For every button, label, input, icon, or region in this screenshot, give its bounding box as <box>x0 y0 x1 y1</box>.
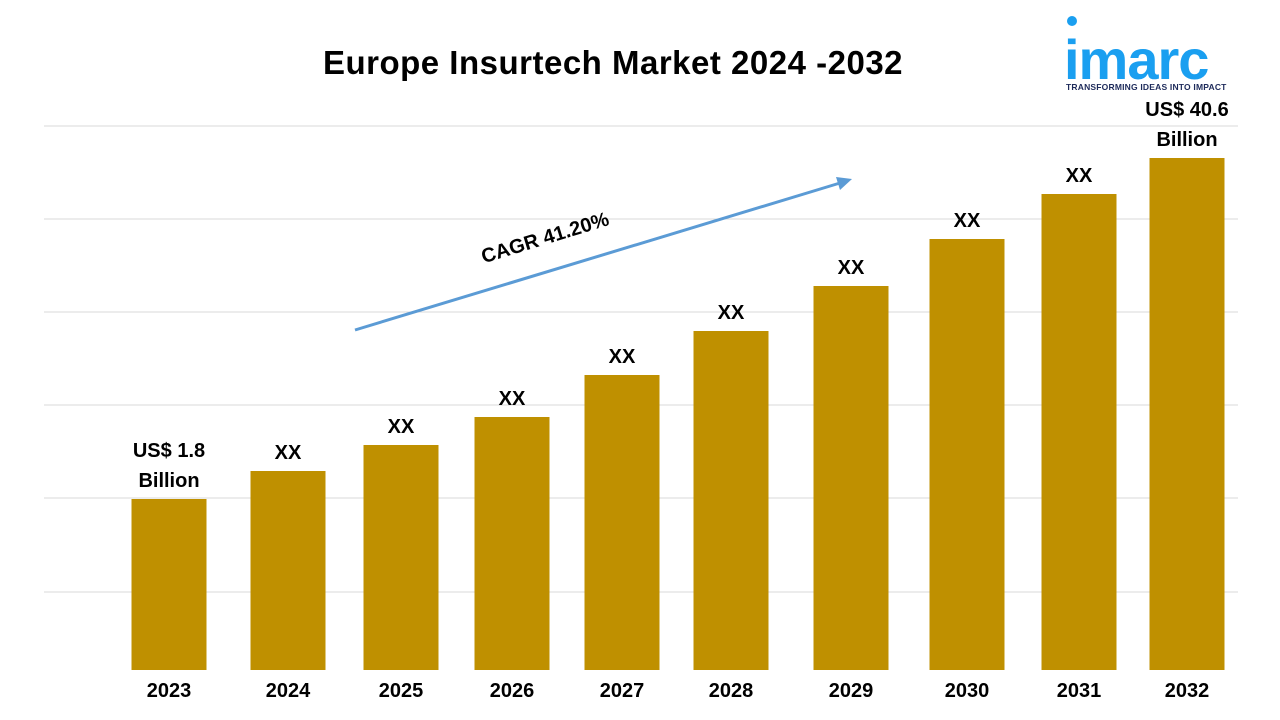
x-tick-label-2031: 2031 <box>1057 680 1102 702</box>
bar-2027 <box>584 375 660 670</box>
x-tick-label-2026: 2026 <box>490 680 535 702</box>
data-label-2029: XX <box>838 257 865 279</box>
data-label-2027: XX <box>609 346 636 368</box>
data-label-2024: XX <box>275 442 302 464</box>
bar-2024 <box>250 471 326 670</box>
bar-2031 <box>1041 194 1117 670</box>
logo-brand-text: imarc <box>1064 28 1209 91</box>
bar-2023 <box>131 499 207 670</box>
x-tick-label-2029: 2029 <box>829 680 874 702</box>
data-label-2023: Billion <box>138 470 199 492</box>
imarc-logo: imarc TRANSFORMING IDEAS INTO IMPACT <box>1060 14 1250 94</box>
x-tick-label-2024: 2024 <box>266 680 311 702</box>
data-label-2028: XX <box>718 302 745 324</box>
bar-2026 <box>474 417 550 670</box>
x-tick-label-2027: 2027 <box>600 680 645 702</box>
bar-2029 <box>813 286 889 670</box>
data-label-2025: XX <box>388 416 415 438</box>
cagr-arrowhead-icon <box>836 177 852 190</box>
data-label-2032: US$ 40.6 <box>1145 99 1228 121</box>
logo-tagline: TRANSFORMING IDEAS INTO IMPACT <box>1066 82 1227 92</box>
x-tick-label-2032: 2032 <box>1165 680 1210 702</box>
chart-title: Europe Insurtech Market 2024 -2032 <box>322 44 904 81</box>
logo-dot-icon <box>1067 16 1077 26</box>
x-tick-label-2030: 2030 <box>945 680 990 702</box>
bar-2025 <box>363 445 439 670</box>
x-tick-label-2025: 2025 <box>379 680 424 702</box>
data-label-2023: US$ 1.8 <box>133 440 205 462</box>
bar-2028 <box>693 331 769 670</box>
x-tick-label-2023: 2023 <box>147 680 192 702</box>
cagr-arrow-line <box>354 181 841 332</box>
data-label-2026: XX <box>499 388 526 410</box>
x-tick-label-2028: 2028 <box>709 680 754 702</box>
bar-2030 <box>929 239 1005 670</box>
data-label-2032: Billion <box>1156 129 1217 151</box>
bar-2032 <box>1149 158 1225 670</box>
data-label-2031: XX <box>1066 165 1093 187</box>
data-label-2030: XX <box>954 210 981 232</box>
